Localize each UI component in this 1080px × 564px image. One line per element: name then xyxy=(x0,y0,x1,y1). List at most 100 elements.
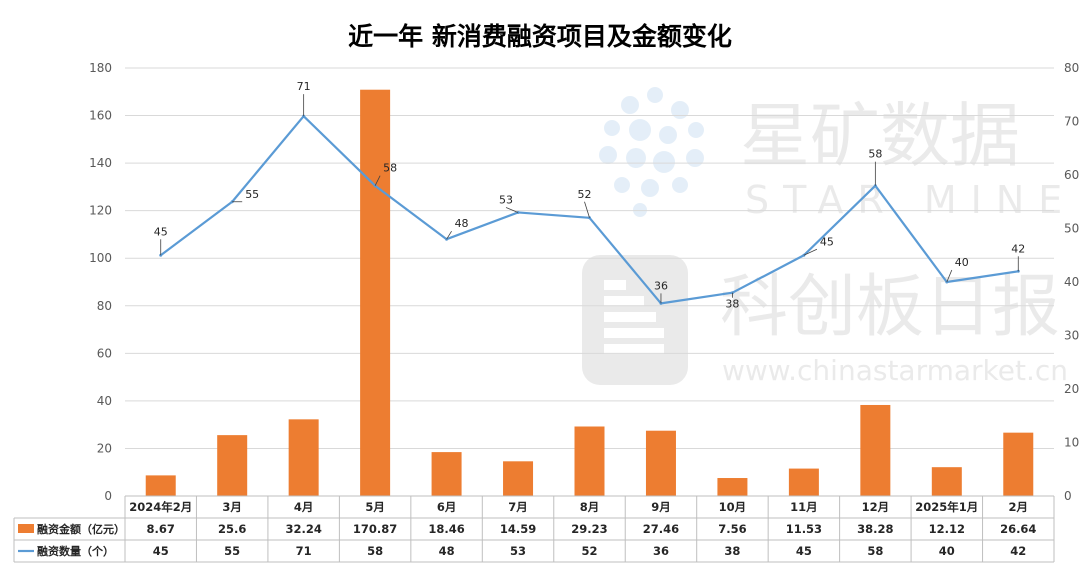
table-cell-count: 71 xyxy=(296,544,312,558)
line-data-label: 38 xyxy=(725,298,739,311)
right-axis-tick-label: 30 xyxy=(1064,329,1079,343)
x-axis-tick-label: 8月 xyxy=(580,500,600,514)
left-axis-tick-label: 100 xyxy=(89,251,112,265)
table-cell-count: 52 xyxy=(581,544,597,558)
left-axis-tick-label: 60 xyxy=(97,346,112,360)
legend-bar-label: 融资金额（亿元） xyxy=(37,522,125,536)
line-data-label: 58 xyxy=(868,148,882,161)
table-cell-count: 38 xyxy=(724,544,740,558)
line-data-label: 45 xyxy=(820,235,834,248)
table-cell-count: 53 xyxy=(510,544,526,558)
left-axis-tick-label: 40 xyxy=(97,394,112,408)
x-axis-tick-label: 6月 xyxy=(437,500,457,514)
table-cell-count: 48 xyxy=(439,544,455,558)
data-table: 2024年2月 8.67 45 3月 25.6 55 4月 32.24 71 5月 170.87 58… xyxy=(13,495,1055,563)
label-leader-line xyxy=(505,207,519,213)
bar xyxy=(860,404,891,496)
table-cell-amount: 26.64 xyxy=(1000,522,1036,536)
legend-bar-swatch xyxy=(18,524,34,533)
left-axis-tick-label: 80 xyxy=(97,299,112,313)
right-axis-tick-label: 40 xyxy=(1064,275,1079,289)
watermark: 星矿数据 STAR MINE 科创板日报 www.chinastarmarket… xyxy=(582,87,1076,387)
bar xyxy=(360,89,391,497)
line-data-label: 55 xyxy=(245,188,259,201)
right-axis-tick-label: 70 xyxy=(1064,115,1079,129)
label-leader-line xyxy=(374,175,381,186)
left-axis-tick-label: 20 xyxy=(97,441,112,455)
bar xyxy=(574,426,605,496)
left-axis-tick-label: 160 xyxy=(89,109,112,123)
x-axis-tick-label: 4月 xyxy=(294,500,314,514)
table-cell-count: 45 xyxy=(796,544,812,558)
table-cell-amount: 8.67 xyxy=(147,522,175,536)
line-data-label: 52 xyxy=(578,188,592,201)
bar xyxy=(788,468,819,496)
line-data-label: 48 xyxy=(455,217,469,230)
line-data-labels: 45 55 71 58 48 53 52 36 38 45 58 40 42 xyxy=(154,80,1026,311)
table-cell-amount: 29.23 xyxy=(571,522,607,536)
bar xyxy=(431,452,462,496)
left-axis-tick-label: 140 xyxy=(89,156,112,170)
bar xyxy=(1003,432,1034,496)
table-cell-count: 55 xyxy=(224,544,240,558)
x-axis-tick-label: 12月 xyxy=(862,500,890,514)
table-cell-amount: 25.6 xyxy=(218,522,246,536)
right-axis-tick-label: 60 xyxy=(1064,168,1079,182)
table-cell-count: 40 xyxy=(939,544,955,558)
left-axis: 0 20 40 60 80 100 120 140 160 180 xyxy=(89,61,112,503)
bar xyxy=(931,467,962,496)
watermark-brand-en: STAR MINE xyxy=(745,178,1076,222)
legend-line-label: 融资数量（个） xyxy=(37,544,114,558)
label-leader-line xyxy=(584,201,590,218)
bar xyxy=(645,430,676,496)
table-cell-count: 36 xyxy=(653,544,669,558)
table-cell-count: 58 xyxy=(867,544,883,558)
x-axis-tick-label: 10月 xyxy=(719,500,747,514)
watermark-source-url: www.chinastarmarket.cn xyxy=(722,354,1068,387)
bar xyxy=(503,461,534,496)
bar-series xyxy=(145,89,1034,497)
label-leader-line xyxy=(946,269,953,283)
bar xyxy=(288,419,319,496)
table-cell-count: 42 xyxy=(1010,544,1026,558)
bar xyxy=(717,478,748,496)
label-leader-line xyxy=(803,248,818,256)
watermark-brand-cn: 星矿数据 xyxy=(740,95,1020,177)
bar xyxy=(217,435,248,496)
right-axis-tick-label: 20 xyxy=(1064,382,1079,396)
table-cell-amount: 32.24 xyxy=(285,522,321,536)
line-data-label: 40 xyxy=(955,256,969,269)
x-axis-tick-label: 9月 xyxy=(651,500,671,514)
label-leader-line xyxy=(446,230,452,240)
watermark-source-cn: 科创板日报 xyxy=(720,268,1060,347)
line-data-label: 45 xyxy=(154,225,168,238)
table-cell-amount: 18.46 xyxy=(428,522,464,536)
source-logo-icon xyxy=(582,255,688,385)
line-data-label: 42 xyxy=(1011,242,1025,255)
source-logo-bars-icon xyxy=(604,280,664,354)
table-cell-count: 58 xyxy=(367,544,383,558)
right-axis: 0 10 20 30 40 50 60 70 80 xyxy=(1064,61,1079,503)
table-cell-count: 45 xyxy=(153,544,169,558)
table-cell-amount: 14.59 xyxy=(500,522,536,536)
line-data-label: 36 xyxy=(654,279,668,292)
table-cell-amount: 27.46 xyxy=(643,522,679,536)
bar xyxy=(145,475,176,496)
table-cell-amount: 170.87 xyxy=(353,522,397,536)
right-axis-tick-label: 50 xyxy=(1064,222,1079,236)
star-mine-logo-icon xyxy=(599,87,704,217)
right-axis-tick-label: 0 xyxy=(1064,489,1072,503)
left-axis-tick-label: 120 xyxy=(89,204,112,218)
line-data-label: 71 xyxy=(297,80,311,93)
x-axis-tick-label: 7月 xyxy=(508,500,528,514)
x-axis-tick-label: 2024年2月 xyxy=(129,500,192,514)
chart-title: 近一年 新消费融资项目及金额变化 xyxy=(348,22,732,51)
x-axis-tick-label: 5月 xyxy=(365,500,385,514)
right-axis-tick-label: 10 xyxy=(1064,436,1079,450)
x-axis-tick-label: 2月 xyxy=(1009,500,1029,514)
x-axis-tick-label: 11月 xyxy=(790,500,818,514)
line-data-label: 53 xyxy=(499,193,513,206)
left-axis-tick-label: 180 xyxy=(89,61,112,75)
